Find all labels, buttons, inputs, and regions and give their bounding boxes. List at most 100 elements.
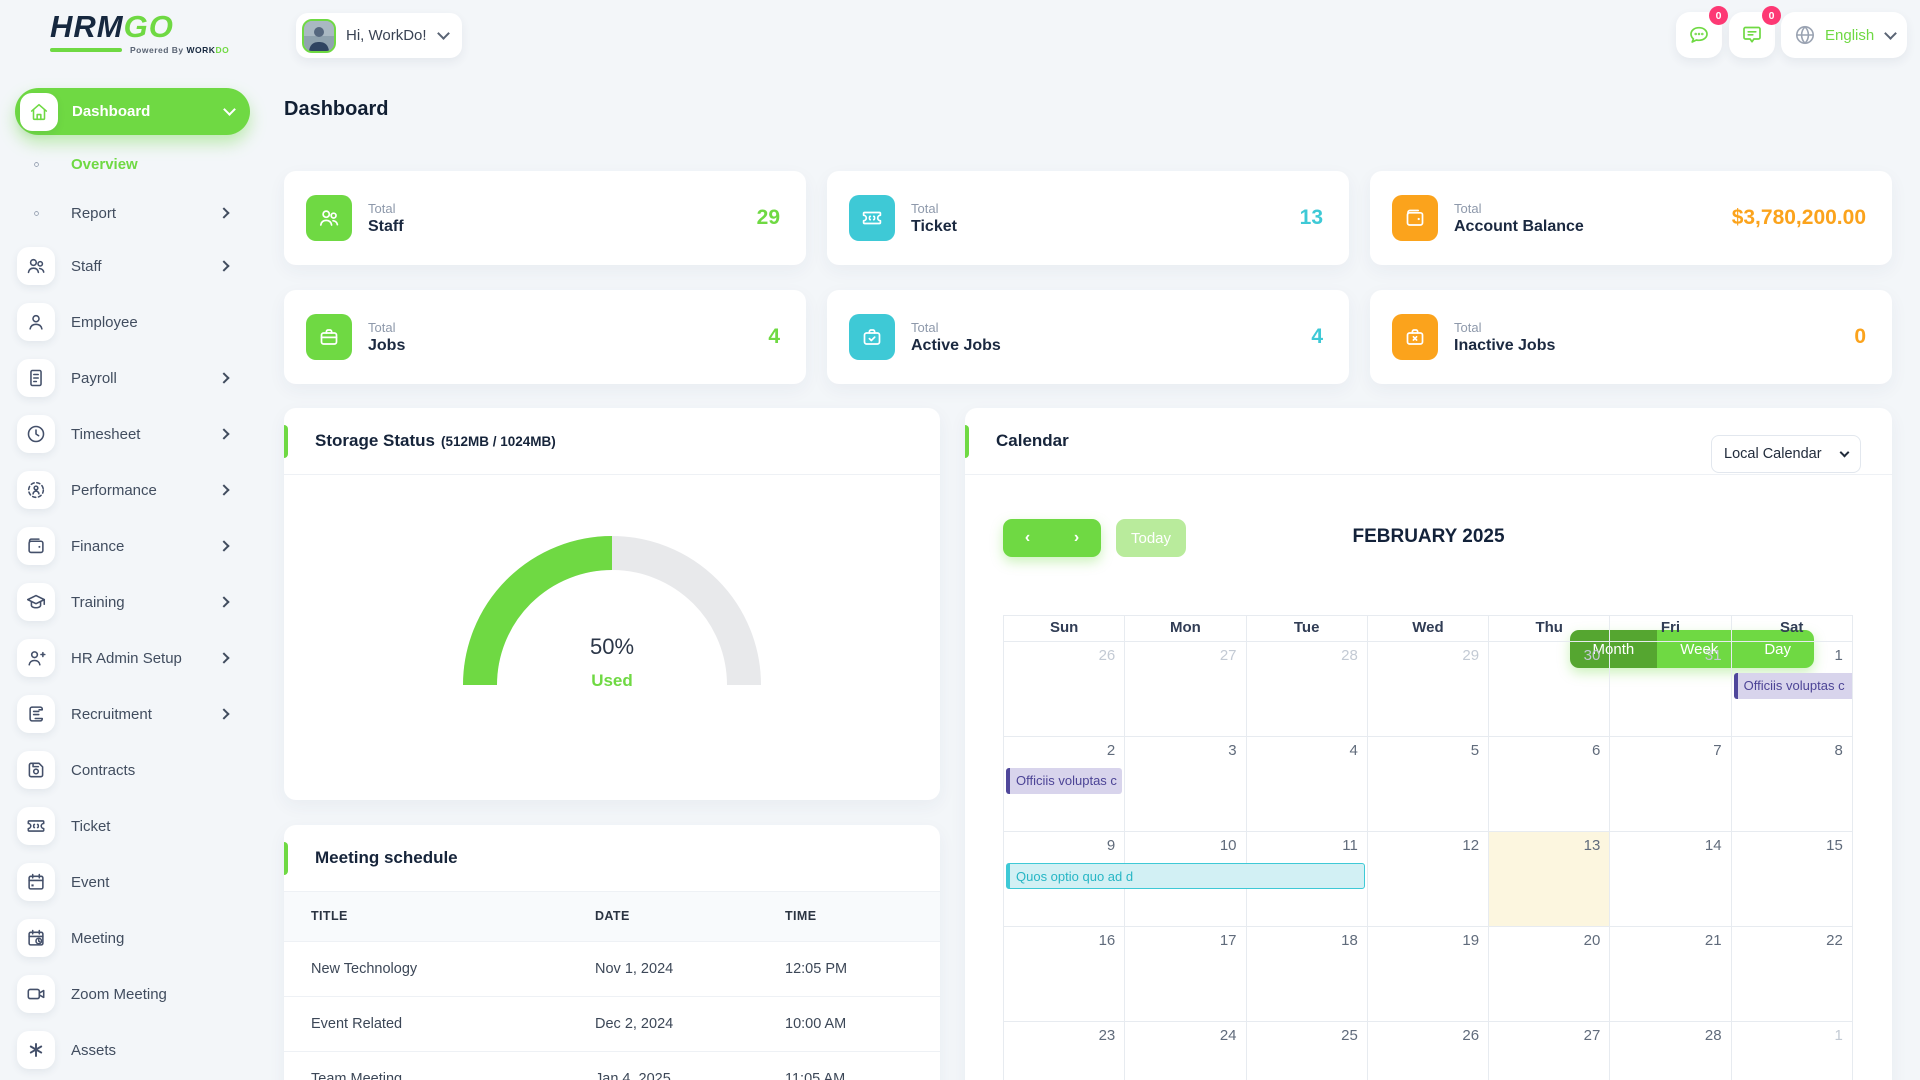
calendar-day-cell[interactable]: 14: [1610, 832, 1732, 927]
calendar-day-cell[interactable]: 5: [1367, 737, 1490, 832]
sidebar-item-report[interactable]: Report: [15, 193, 250, 233]
calendar-day-cell[interactable]: 19: [1367, 927, 1490, 1022]
calendar-day-cell[interactable]: 6: [1489, 737, 1611, 832]
calendar-day-cell[interactable]: 27: [1489, 1022, 1611, 1080]
storage-title: Storage Status: [315, 431, 435, 450]
avatar: [302, 18, 336, 53]
calendar-day-cell[interactable]: 15: [1731, 832, 1853, 927]
day-number: 9: [1106, 837, 1116, 854]
sidebar-item-assets[interactable]: Assets: [15, 1027, 250, 1073]
user-menu[interactable]: Hi, WorkDo!: [296, 13, 462, 58]
calendar-day-cell[interactable]: 12: [1367, 832, 1490, 927]
day-number: 25: [1341, 1027, 1358, 1044]
calendar-day-cell[interactable]: 2: [1004, 737, 1126, 832]
sidebar-item-overview[interactable]: Overview: [15, 144, 250, 184]
sidebar-item-label: Ticket: [71, 817, 111, 835]
day-number: 1: [1834, 647, 1843, 664]
messages-button[interactable]: 0: [1676, 6, 1728, 58]
calendar-day-cell[interactable]: 1: [1732, 1022, 1853, 1080]
view-button-day[interactable]: Day: [1741, 630, 1814, 668]
day-number: 6: [1591, 742, 1601, 759]
day-header-mon: Mon: [1125, 616, 1247, 642]
sidebar-item-label: HR Admin Setup: [71, 649, 182, 667]
calendar-day-cell[interactable]: 20: [1489, 927, 1611, 1022]
calendar-event[interactable]: Officiis voluptas c: [1733, 673, 1852, 699]
day-number: 4: [1349, 742, 1358, 759]
day-number: 17: [1219, 932, 1237, 949]
calendar-week-row: 23 24 25 26 27 28 1: [1004, 1022, 1853, 1080]
prev-month-button[interactable]: ‹: [1024, 529, 1031, 546]
calendar-day-cell[interactable]: 3: [1125, 737, 1247, 832]
calendar-day-cell[interactable]: 29: [1367, 642, 1490, 737]
storage-used-label: Used: [591, 671, 633, 690]
top-header: HRMGO Powered By WORKDO Hi, WorkDo! 0 0 …: [0, 0, 1920, 70]
column-header-date: DATE: [595, 909, 630, 924]
calendar-day-cell[interactable]: 25: [1247, 1022, 1368, 1080]
view-button-week[interactable]: Week: [1657, 630, 1742, 668]
greeting-label: Hi, WorkDo!: [346, 27, 427, 44]
calendar-day-cell[interactable]: 4: [1246, 737, 1368, 832]
calendar-day-cell[interactable]: 7: [1610, 737, 1732, 832]
storage-subtitle: (512MB / 1024MB): [440, 433, 556, 449]
sidebar-item-staff[interactable]: Staff: [15, 243, 250, 289]
calendar-day-cell[interactable]: 8: [1731, 737, 1853, 832]
next-month-button[interactable]: ›: [1073, 529, 1080, 546]
sidebar-item-timesheet[interactable]: Timesheet: [15, 411, 250, 457]
sidebar-item-payroll[interactable]: Payroll: [15, 355, 250, 401]
dot-icon: [17, 208, 55, 219]
sidebar-item-hr-admin-setup[interactable]: HR Admin Setup: [15, 635, 250, 681]
stat-label: Active Jobs: [911, 336, 1001, 354]
calendar-event[interactable]: Quos optio quo ad d: [1006, 863, 1365, 889]
sidebar-item-ticket[interactable]: Ticket: [15, 803, 250, 849]
today-button[interactable]: Today: [1116, 519, 1186, 557]
calendar-source-select[interactable]: Local Calendar: [1711, 435, 1861, 473]
calendar-grid: Sun Mon Tue Wed Thu Fri Sat 26 27 28 29 30 31 1 Offici…: [1003, 615, 1853, 1080]
sidebar-item-zoom-meeting[interactable]: Zoom Meeting: [15, 971, 250, 1017]
calendar-day-cell[interactable]: 11: [1246, 832, 1368, 927]
calendar-day-cell[interactable]: 17: [1125, 927, 1247, 1022]
view-button-month[interactable]: Month: [1569, 630, 1658, 668]
sidebar-item-contracts[interactable]: Contracts: [15, 747, 250, 793]
sidebar-item-finance[interactable]: Finance: [15, 523, 250, 569]
calendar-week-row: 9 10 11 12 13 14 15 Quos optio quo ad d: [1004, 832, 1853, 927]
calendar-day-cell[interactable]: 22: [1731, 927, 1853, 1022]
calendar-day-cell[interactable]: 21: [1610, 927, 1732, 1022]
calendar-day-cell[interactable]: 31: [1610, 642, 1732, 737]
chevron-right-icon: [218, 540, 230, 552]
calendar-card: Calendar Local Calendar ‹ › Today Month W…: [965, 408, 1892, 1080]
sidebar-item-event[interactable]: Event: [15, 859, 250, 905]
day-header-sun: Sun: [1004, 616, 1126, 642]
sidebar-item-employee[interactable]: Employee: [15, 299, 250, 345]
calendar-day-cell[interactable]: 1: [1731, 642, 1853, 737]
day-number: 28: [1704, 1027, 1722, 1044]
calendar-event[interactable]: Officiis voluptas c: [1006, 768, 1123, 794]
calendar-day-cell[interactable]: 13: [1489, 832, 1611, 927]
sidebar-item-label: Employee: [71, 313, 138, 331]
notifications-button[interactable]: 0: [1729, 6, 1781, 58]
sidebar-item-label: Report: [71, 204, 117, 222]
calendar-day-cell[interactable]: 18: [1246, 927, 1368, 1022]
meeting-row: Event Related Dec 2, 2024 10:00 AM: [284, 995, 940, 1051]
calendar-day-cell[interactable]: 30: [1489, 642, 1611, 737]
language-selector[interactable]: English: [1781, 12, 1908, 58]
meeting-title: Meeting schedule: [315, 848, 458, 867]
sidebar-item-recruitment[interactable]: Recruitment: [15, 691, 250, 737]
calendar-day-cell[interactable]: 28: [1610, 1022, 1732, 1080]
meeting-time-cell: 12:05 PM: [785, 940, 940, 996]
calendar-day-cell[interactable]: 27: [1125, 642, 1247, 737]
calendar-day-cell[interactable]: 28: [1246, 642, 1368, 737]
sidebar-item-meeting[interactable]: Meeting: [15, 915, 250, 961]
sidebar-item-training[interactable]: Training: [15, 579, 250, 625]
day-number: 7: [1713, 742, 1722, 759]
save-icon: [17, 751, 55, 789]
calendar-day-cell[interactable]: 16: [1004, 927, 1126, 1022]
calendar-day-cell[interactable]: 23: [1004, 1022, 1126, 1080]
sidebar-item-performance[interactable]: Performance: [15, 467, 250, 513]
page-title: Dashboard: [284, 98, 389, 120]
calendar-day-cell[interactable]: 26: [1004, 642, 1126, 737]
day-header-fri: Fri: [1610, 616, 1732, 642]
chevron-right-icon: [218, 708, 230, 720]
sidebar-item-dashboard[interactable]: Dashboard: [15, 88, 250, 135]
calendar-day-cell[interactable]: 24: [1125, 1022, 1247, 1080]
calendar-day-cell[interactable]: 26: [1368, 1022, 1490, 1080]
